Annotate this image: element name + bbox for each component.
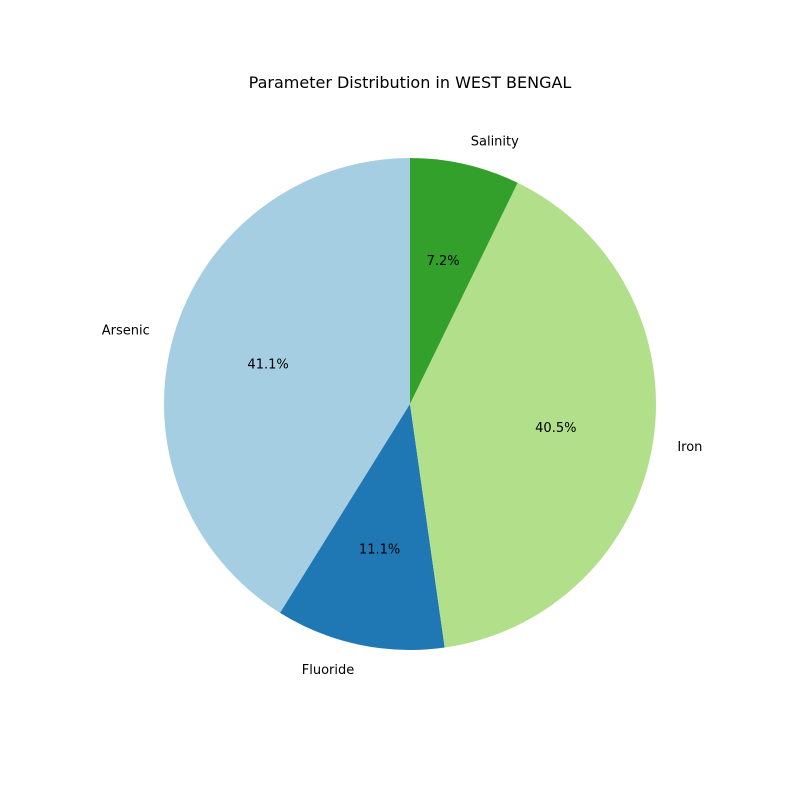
pct-label-salinity: 7.2%: [427, 254, 460, 269]
pie-slice-fluoride: [280, 404, 445, 650]
pie-slice-salinity: [410, 158, 518, 404]
pct-label-arsenic: 41.1%: [247, 357, 288, 372]
chart-title: Parameter Distribution in WEST BENGAL: [249, 73, 572, 92]
pct-label-fluoride: 11.1%: [359, 542, 400, 557]
pie-labels: Arsenic 41.1% Fluoride 11.1% Iron 40.5% Salini…: [102, 134, 703, 677]
slice-label-fluoride: Fluoride: [302, 663, 355, 678]
pie-slices: [164, 158, 656, 650]
slice-label-arsenic: Arsenic: [102, 324, 150, 339]
slice-label-salinity: Salinity: [471, 134, 519, 149]
slice-label-iron: Iron: [677, 440, 702, 455]
pie-slice-arsenic: [164, 158, 410, 613]
pct-label-iron: 40.5%: [535, 421, 576, 436]
pie-slice-iron: [410, 182, 656, 648]
